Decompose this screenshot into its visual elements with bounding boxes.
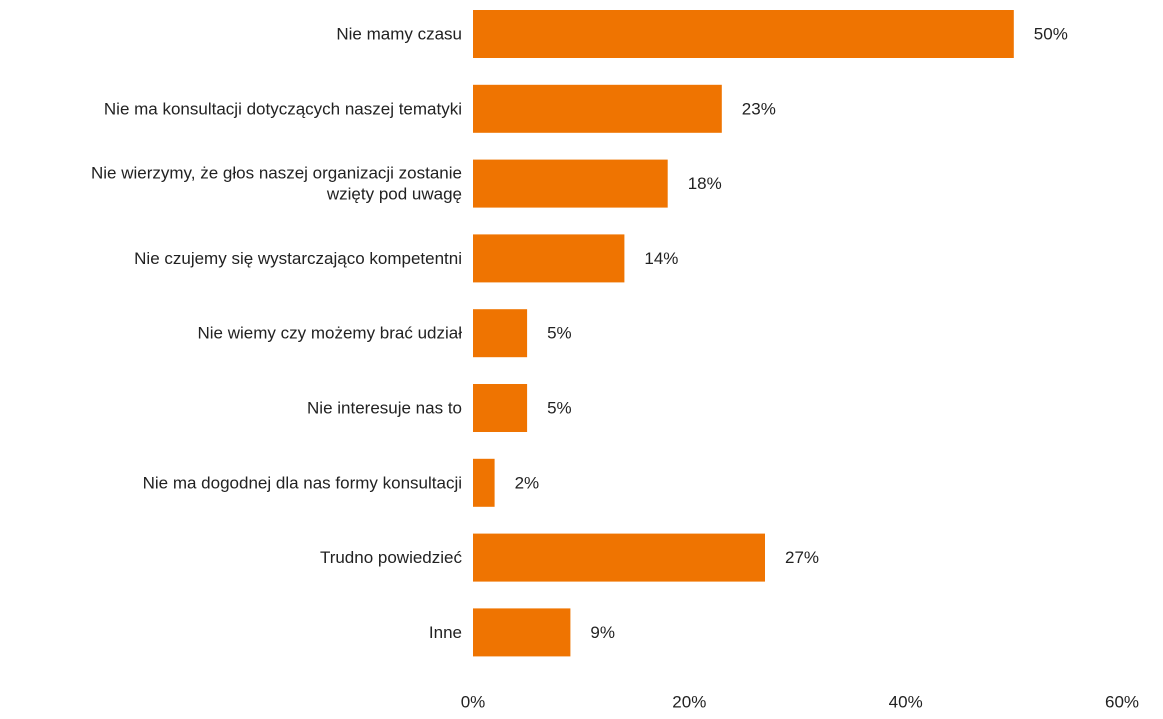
bar xyxy=(473,533,765,582)
data-label: 27% xyxy=(785,548,819,567)
category-label: Nie interesuje nas to xyxy=(307,399,462,418)
bar xyxy=(473,84,722,133)
category-label-line: wzięty pod uwagę xyxy=(326,185,462,204)
data-label: 50% xyxy=(1034,25,1068,44)
category-label: Inne xyxy=(429,623,462,642)
x-tick-label: 40% xyxy=(889,693,923,712)
category-label: Nie ma dogodnej dla nas formy konsultacj… xyxy=(143,473,462,492)
bar xyxy=(473,10,1014,58)
bar xyxy=(473,458,495,507)
data-label: 5% xyxy=(547,399,572,418)
category-label: Trudno powiedzieć xyxy=(320,548,463,567)
data-label: 14% xyxy=(644,249,678,268)
category-label: Nie mamy czasu xyxy=(336,25,462,44)
data-label: 23% xyxy=(742,99,776,118)
data-label: 9% xyxy=(590,623,615,642)
category-label-line: Inne xyxy=(429,623,462,642)
category-label-line: Trudno powiedzieć xyxy=(320,548,463,567)
category-label-line: Nie ma konsultacji dotyczących naszej te… xyxy=(104,99,462,118)
bar xyxy=(473,309,528,358)
x-tick-label: 60% xyxy=(1105,693,1139,712)
data-label: 5% xyxy=(547,324,572,343)
category-label-line: Nie ma dogodnej dla nas formy konsultacj… xyxy=(143,473,462,492)
category-label-line: Nie interesuje nas to xyxy=(307,399,462,418)
bar xyxy=(473,159,668,208)
x-tick-label: 20% xyxy=(672,693,706,712)
category-label-line: Nie czujemy się wystarczająco kompetentn… xyxy=(134,249,462,268)
category-label: Nie czujemy się wystarczająco kompetentn… xyxy=(134,249,462,268)
data-label: 2% xyxy=(515,473,540,492)
category-label-line: Nie mamy czasu xyxy=(336,25,462,44)
category-label: Nie ma konsultacji dotyczących naszej te… xyxy=(104,99,462,118)
category-label-line: Nie wiemy czy możemy brać udział xyxy=(197,324,462,343)
category-label: Nie wierzymy, że głos naszej organizacji… xyxy=(91,164,462,204)
category-label-line: Nie wierzymy, że głos naszej organizacji… xyxy=(91,164,462,183)
data-label: 18% xyxy=(688,174,722,193)
category-label: Nie wiemy czy możemy brać udział xyxy=(197,324,462,343)
bar xyxy=(473,608,571,657)
bar xyxy=(473,234,625,283)
bar xyxy=(473,384,528,432)
x-tick-label: 0% xyxy=(461,693,486,712)
